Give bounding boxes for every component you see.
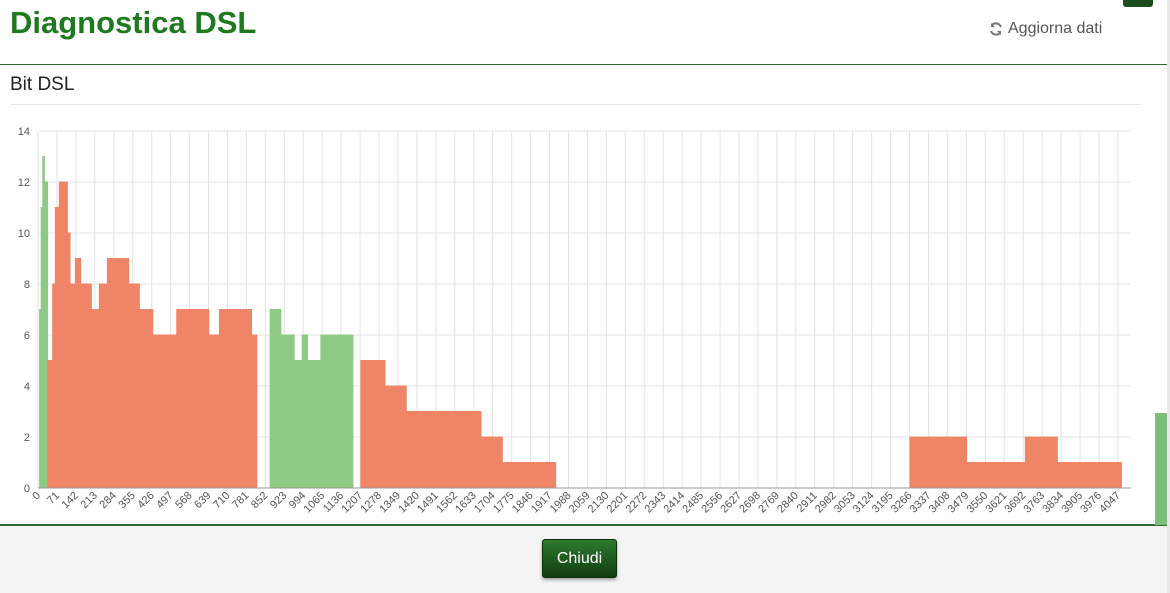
x-tick-label: 497 <box>154 490 175 511</box>
x-tick-label: 639 <box>192 490 213 511</box>
close-button[interactable]: Chiudi <box>542 539 617 578</box>
modal-header: Diagnostica DSL Aggiorna dati <box>0 0 1167 65</box>
x-tick-label: 4047 <box>1097 490 1123 516</box>
x-tick-label: 2130 <box>586 490 612 516</box>
y-tick-label: 4 <box>24 381 30 393</box>
scrollbar-thumb[interactable] <box>1155 413 1167 525</box>
y-tick-label: 6 <box>24 330 30 342</box>
x-tick-label: 2556 <box>699 490 725 516</box>
refresh-label: Aggiorna dati <box>1008 20 1103 37</box>
refresh-data-link[interactable]: Aggiorna dati <box>988 19 1102 39</box>
header-corner-button[interactable] <box>1123 0 1153 7</box>
x-tick-label: 3834 <box>1040 490 1066 516</box>
x-tick-label: 0 <box>30 490 43 503</box>
x-tick-label: 3266 <box>889 490 915 516</box>
x-tick-label: 852 <box>249 490 270 511</box>
x-tick-label: 213 <box>78 490 99 511</box>
y-tick-label: 2 <box>24 432 30 444</box>
page-title: Diagnostica DSL <box>10 5 257 40</box>
x-tick-label: 1349 <box>377 490 403 516</box>
x-tick-label: 1491 <box>415 490 441 516</box>
x-tick-label: 923 <box>268 490 289 511</box>
x-tick-label: 3124 <box>851 490 877 516</box>
x-tick-label: 2698 <box>737 490 763 516</box>
x-tick-label: 3763 <box>1021 490 1047 516</box>
y-tick-label: 8 <box>24 279 30 291</box>
x-tick-label: 3905 <box>1059 490 1085 516</box>
section-divider <box>10 104 1141 105</box>
x-tick-label: 3408 <box>927 490 953 516</box>
refresh-icon <box>988 21 1004 37</box>
x-tick-label: 426 <box>135 490 156 511</box>
x-tick-label: 3621 <box>984 490 1010 516</box>
upstream-bit-area <box>39 156 49 489</box>
downstream-bit-area <box>909 436 1122 489</box>
x-tick-label: 284 <box>97 490 118 511</box>
x-tick-label: 2982 <box>813 490 839 516</box>
x-tick-label: 1278 <box>358 490 384 516</box>
y-tick-label: 10 <box>18 228 30 240</box>
x-tick-label: 2059 <box>567 490 593 516</box>
upstream-bit-area <box>269 309 354 489</box>
x-tick-label: 1207 <box>339 490 365 516</box>
x-tick-label: 2343 <box>643 490 669 516</box>
section-title: Bit DSL <box>10 74 75 95</box>
x-tick-label: 2627 <box>718 490 744 516</box>
y-tick-label: 12 <box>18 177 30 189</box>
downstream-bit-area <box>47 181 258 489</box>
x-tick-label: 1562 <box>434 490 460 516</box>
x-tick-label: 781 <box>230 490 251 511</box>
x-tick-label: 1988 <box>548 490 574 516</box>
downstream-bit-area <box>360 360 557 489</box>
y-tick-label: 0 <box>24 483 30 495</box>
x-tick-label: 2840 <box>775 490 801 516</box>
x-tick-label: 1633 <box>453 490 479 516</box>
x-tick-label: 1420 <box>396 490 422 516</box>
x-tick-label: 142 <box>60 490 81 511</box>
x-tick-label: 3337 <box>908 490 934 516</box>
x-tick-label: 3479 <box>946 490 972 516</box>
x-tick-label: 2272 <box>624 490 650 516</box>
x-tick-label: 1065 <box>302 490 328 516</box>
x-tick-label: 1917 <box>529 490 555 516</box>
x-tick-label: 3976 <box>1078 490 1104 516</box>
x-tick-label: 2485 <box>680 490 706 516</box>
x-tick-label: 1704 <box>472 490 498 516</box>
x-tick-label: 3550 <box>965 490 991 516</box>
x-tick-label: 1846 <box>510 490 536 516</box>
y-tick-label: 14 <box>18 126 30 138</box>
x-tick-label: 1775 <box>491 490 517 516</box>
x-tick-label: 2414 <box>661 490 687 516</box>
x-tick-label: 568 <box>173 490 194 511</box>
x-tick-label: 3195 <box>870 490 896 516</box>
x-tick-label: 3692 <box>1003 490 1029 516</box>
x-tick-label: 3053 <box>832 490 858 516</box>
x-tick-label: 71 <box>45 490 62 507</box>
x-tick-label: 2201 <box>605 490 631 516</box>
x-tick-label: 710 <box>211 490 232 511</box>
x-tick-label: 2769 <box>756 490 782 516</box>
x-tick-label: 355 <box>116 490 137 511</box>
